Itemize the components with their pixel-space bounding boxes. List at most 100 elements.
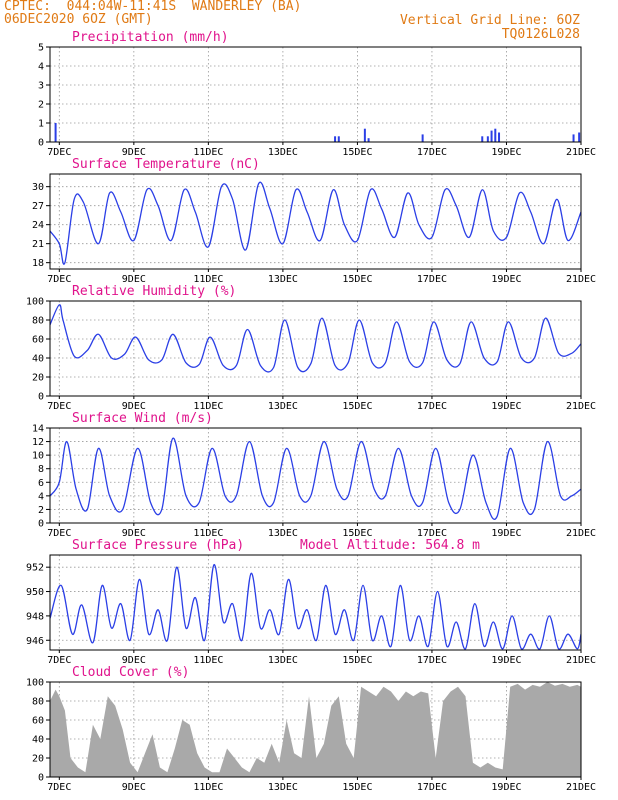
- x-tick-label: 19DEC: [491, 274, 521, 285]
- precip-bar: [54, 123, 57, 142]
- y-tick-label: 0: [38, 138, 44, 149]
- y-tick-label: 946: [26, 636, 44, 647]
- x-tick-label: 19DEC: [491, 528, 521, 539]
- y-tick-label: 12: [32, 437, 44, 448]
- x-tick-label: 11DEC: [193, 147, 223, 158]
- y-tick-label: 1: [38, 119, 44, 130]
- x-tick-label: 17DEC: [417, 782, 447, 793]
- y-tick-label: 100: [26, 297, 44, 308]
- x-tick-label: 9DEC: [122, 401, 146, 412]
- y-tick-label: 0: [38, 773, 44, 784]
- x-tick-label: 17DEC: [417, 655, 447, 666]
- x-tick-label: 15DEC: [342, 274, 372, 285]
- x-tick-label: 17DEC: [417, 274, 447, 285]
- y-tick-label: 80: [32, 316, 44, 327]
- x-tick-label: 9DEC: [122, 528, 146, 539]
- y-tick-label: 40: [32, 735, 44, 746]
- x-tick-label: 17DEC: [417, 147, 447, 158]
- panel-title: Surface Pressure (hPa): [72, 538, 244, 553]
- x-tick-label: 19DEC: [491, 401, 521, 412]
- x-tick-label: 19DEC: [491, 655, 521, 666]
- x-tick-label: 15DEC: [342, 401, 372, 412]
- panel-title: Surface Temperature (nC): [72, 157, 260, 172]
- y-tick-label: 5: [38, 43, 44, 54]
- panel-frame: [49, 427, 582, 524]
- y-tick-label: 14: [32, 424, 44, 435]
- y-tick-label: 2: [38, 100, 44, 111]
- panel-temp: 18 21 24 27 30 7DEC 9DEC 11DEC 13DEC 15DEC 17DEC 19…: [32, 157, 596, 285]
- x-tick-label: 7DEC: [47, 401, 71, 412]
- y-tick-label: 3: [38, 81, 44, 92]
- x-tick-label: 21DEC: [566, 274, 596, 285]
- panel-title: Relative Humidity (%): [72, 284, 236, 299]
- y-tick-label: 952: [26, 563, 44, 574]
- header-line1-right: Vertical Grid Line: 6OZ: [399, 13, 580, 28]
- pressure-series-line: [50, 564, 581, 650]
- y-tick-label: 8: [38, 464, 44, 475]
- x-tick-label: 19DEC: [491, 782, 521, 793]
- precip-bar: [494, 128, 497, 142]
- x-tick-label: 11DEC: [193, 401, 223, 412]
- y-tick-label: 20: [32, 754, 44, 765]
- y-tick-label: 2: [38, 505, 44, 516]
- x-tick-label: 13DEC: [268, 528, 298, 539]
- panel-humidity: 0 20 40 60 80 100 7DEC 9DEC 11DEC 13DEC 15DEC 17DEC…: [26, 284, 596, 412]
- x-tick-label: 7DEC: [47, 655, 71, 666]
- panel-wind: 0 2 4 6 8 10 12 14 7DEC 9DEC 11DEC 13DEC 15DEC 17DEC 1…: [32, 411, 596, 539]
- x-tick-label: 9DEC: [122, 655, 146, 666]
- x-tick-label: 9DEC: [122, 782, 146, 793]
- x-tick-label: 13DEC: [268, 274, 298, 285]
- wind-series-line: [50, 437, 581, 520]
- y-tick-label: 100: [26, 678, 44, 689]
- precip-bar: [578, 132, 581, 142]
- humidity-series-line: [50, 304, 581, 373]
- y-tick-label: 4: [38, 491, 44, 502]
- y-tick-label: 24: [32, 220, 44, 231]
- x-tick-label: 11DEC: [193, 782, 223, 793]
- x-tick-label: 13DEC: [268, 401, 298, 412]
- x-tick-label: 21DEC: [566, 655, 596, 666]
- x-tick-label: 7DEC: [47, 528, 71, 539]
- panel-frame: [49, 554, 582, 651]
- x-tick-label: 7DEC: [47, 274, 71, 285]
- panel-cloud: 0 20 40 60 80 100 7DEC 9DEC 11DEC 13DEC 15DEC 17DEC…: [26, 665, 596, 793]
- panel-frame: [49, 173, 582, 270]
- precip-bar: [486, 136, 489, 142]
- precip-bar: [367, 138, 370, 142]
- precip-bar: [334, 136, 337, 142]
- panel-title: Precipitation (mm/h): [72, 30, 229, 45]
- x-tick-label: 21DEC: [566, 528, 596, 539]
- y-tick-label: 0: [38, 392, 44, 403]
- x-tick-label: 13DEC: [268, 782, 298, 793]
- x-tick-label: 15DEC: [342, 782, 372, 793]
- precip-bar: [337, 136, 340, 142]
- x-tick-label: 11DEC: [193, 528, 223, 539]
- y-tick-label: 948: [26, 611, 44, 622]
- x-tick-label: 21DEC: [566, 401, 596, 412]
- precip-bar: [363, 128, 366, 142]
- panel-frame: [49, 46, 582, 143]
- panel-title: Surface Wind (m/s): [72, 411, 213, 426]
- x-tick-label: 17DEC: [417, 528, 447, 539]
- x-tick-label: 11DEC: [193, 274, 223, 285]
- x-tick-label: 9DEC: [122, 274, 146, 285]
- x-tick-label: 21DEC: [566, 147, 596, 158]
- x-tick-label: 7DEC: [47, 782, 71, 793]
- y-tick-label: 80: [32, 697, 44, 708]
- y-tick-label: 27: [32, 201, 44, 212]
- x-tick-label: 11DEC: [193, 655, 223, 666]
- header-line2-left: 06DEC2020 6OZ (GMT): [4, 12, 153, 27]
- y-tick-label: 950: [26, 587, 44, 598]
- x-tick-label: 15DEC: [342, 655, 372, 666]
- x-tick-label: 9DEC: [122, 147, 146, 158]
- header-line2-right: TQ0126L028: [501, 27, 580, 42]
- y-tick-label: 21: [32, 239, 44, 250]
- y-tick-label: 0: [38, 519, 44, 530]
- cloud-cover-area: [50, 682, 581, 777]
- x-tick-label: 7DEC: [47, 147, 71, 158]
- panel-title: Cloud Cover (%): [72, 665, 189, 680]
- x-tick-label: 15DEC: [342, 147, 372, 158]
- y-tick-label: 60: [32, 335, 44, 346]
- y-tick-label: 20: [32, 373, 44, 384]
